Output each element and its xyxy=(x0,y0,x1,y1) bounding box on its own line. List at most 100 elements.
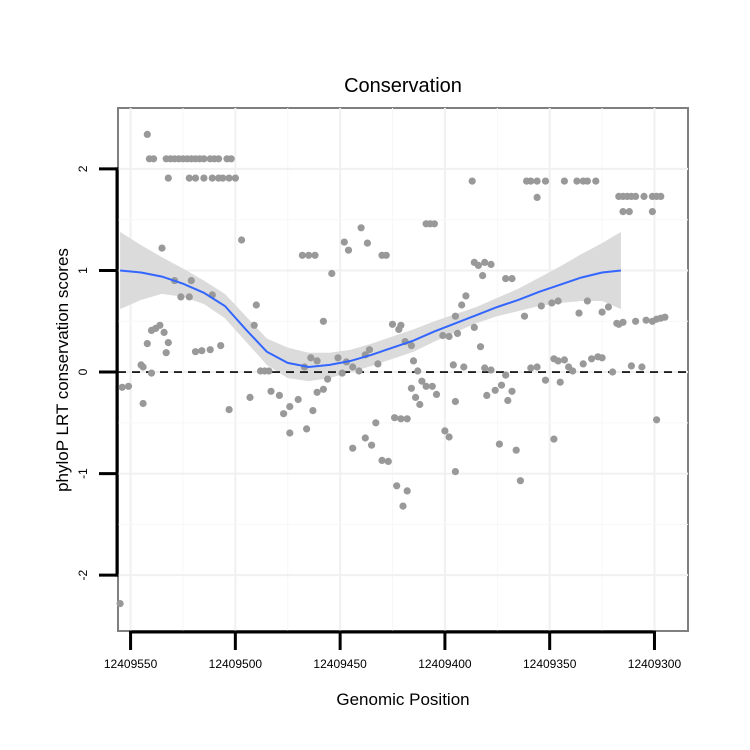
data-point xyxy=(397,321,405,329)
data-point xyxy=(648,208,657,216)
data-point xyxy=(504,396,512,405)
data-point xyxy=(533,193,541,201)
data-point xyxy=(191,174,200,182)
data-point xyxy=(344,246,353,254)
data-point xyxy=(439,331,447,340)
data-point xyxy=(550,435,558,443)
y-tick-label: 1 xyxy=(76,267,90,274)
data-point xyxy=(604,303,613,311)
data-point xyxy=(403,487,411,495)
data-point xyxy=(609,368,617,376)
data-point xyxy=(527,177,535,185)
data-point xyxy=(162,349,170,357)
data-point xyxy=(625,208,633,216)
data-point xyxy=(430,220,438,228)
data-point xyxy=(428,382,436,390)
data-point xyxy=(363,239,371,247)
data-point xyxy=(365,346,374,354)
data-point xyxy=(368,441,376,449)
data-point xyxy=(632,317,640,325)
y-tick-label: -2 xyxy=(76,569,90,580)
data-point xyxy=(412,393,420,401)
data-point xyxy=(340,238,348,246)
data-point xyxy=(160,328,168,336)
data-point xyxy=(414,367,422,375)
data-point xyxy=(116,600,124,608)
data-point xyxy=(516,477,525,485)
data-point xyxy=(483,391,491,399)
data-point xyxy=(537,302,545,310)
data-point xyxy=(219,174,227,182)
data-point xyxy=(227,155,235,163)
data-point xyxy=(231,174,239,182)
data-point xyxy=(653,416,661,424)
data-point xyxy=(462,292,470,300)
data-point xyxy=(217,342,225,350)
data-point xyxy=(275,391,283,399)
data-point xyxy=(560,177,569,185)
data-point xyxy=(164,174,172,182)
data-point xyxy=(508,275,516,283)
data-point xyxy=(388,320,397,328)
data-point xyxy=(349,444,357,452)
data-point xyxy=(449,361,457,369)
data-point xyxy=(334,354,342,362)
x-tick-label: 12409500 xyxy=(209,657,263,671)
data-point xyxy=(139,399,147,408)
data-point xyxy=(409,357,418,365)
data-point xyxy=(200,155,208,163)
data-point xyxy=(319,385,327,393)
data-point xyxy=(579,360,587,368)
data-point xyxy=(441,427,449,435)
data-point xyxy=(548,299,556,307)
data-point xyxy=(118,383,126,391)
data-point xyxy=(374,360,382,368)
data-point xyxy=(495,440,503,448)
data-point xyxy=(592,177,600,185)
y-tick-label: 2 xyxy=(76,165,90,172)
data-point xyxy=(573,177,581,185)
data-point xyxy=(588,355,596,363)
loess-smooth-line xyxy=(120,269,622,369)
data-point xyxy=(520,312,529,320)
data-point xyxy=(541,376,550,384)
data-point xyxy=(384,457,392,465)
data-point xyxy=(453,329,462,337)
data-point xyxy=(338,369,346,377)
data-point xyxy=(569,367,577,375)
data-point xyxy=(533,177,541,185)
smooth-line-group xyxy=(120,269,622,369)
data-point xyxy=(460,363,468,371)
data-point xyxy=(657,192,665,200)
data-point xyxy=(575,309,583,317)
data-point xyxy=(265,367,273,375)
data-point xyxy=(305,251,313,259)
data-point xyxy=(451,397,459,406)
data-point xyxy=(200,174,208,182)
data-point xyxy=(311,251,319,259)
data-point xyxy=(208,174,216,182)
y-axis: -2 -1 0 1 2 xyxy=(76,165,119,580)
x-tick-label: 12409400 xyxy=(418,657,472,671)
data-point xyxy=(124,382,133,390)
data-point xyxy=(445,433,453,441)
data-point xyxy=(445,332,453,341)
data-point xyxy=(458,301,466,309)
data-point xyxy=(632,192,640,200)
y-tick-label: -1 xyxy=(76,468,90,479)
data-point xyxy=(185,293,193,301)
data-point xyxy=(309,407,317,415)
data-point xyxy=(143,130,151,138)
data-point xyxy=(560,356,569,364)
data-point xyxy=(313,388,321,396)
data-point xyxy=(357,224,365,232)
data-point xyxy=(497,381,506,389)
data-point xyxy=(147,326,156,334)
x-axis-label: Genomic Position xyxy=(336,690,469,709)
data-point xyxy=(361,434,369,442)
data-point xyxy=(147,369,156,377)
data-point xyxy=(238,236,246,244)
data-point xyxy=(158,244,166,252)
data-point xyxy=(399,502,407,510)
